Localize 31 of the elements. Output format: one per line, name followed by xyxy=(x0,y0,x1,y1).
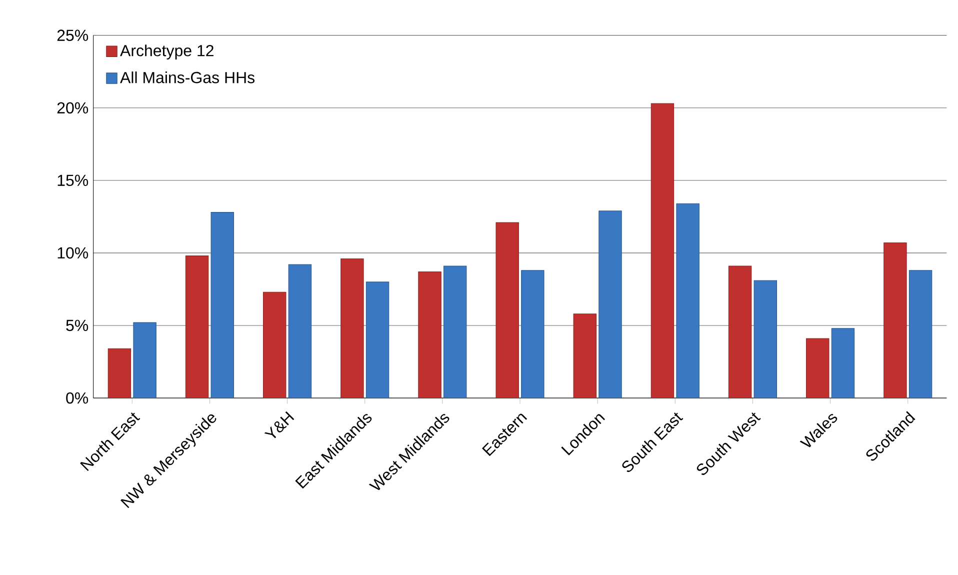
x-tick-label: Y&H xyxy=(264,411,294,438)
bar xyxy=(908,270,932,398)
bar xyxy=(754,280,777,398)
bar xyxy=(288,264,312,398)
y-tick-label: 5% xyxy=(66,320,88,332)
bar xyxy=(185,256,209,398)
y-tick-label: 15% xyxy=(58,174,88,186)
bar xyxy=(650,103,674,398)
legend-label: Archetype 12 xyxy=(120,44,214,60)
bar xyxy=(806,338,830,398)
y-tick-label: 10% xyxy=(58,247,88,259)
y-tick-label: 0% xyxy=(66,392,88,404)
bar xyxy=(598,210,622,398)
y-tick-label: 20% xyxy=(57,102,88,114)
legend-label: All Mains-Gas HHs xyxy=(120,71,255,84)
y-tick-label: 25% xyxy=(57,30,88,41)
bar xyxy=(521,270,544,398)
bar xyxy=(728,266,752,398)
bar xyxy=(340,258,364,398)
bar xyxy=(210,212,234,398)
bar xyxy=(831,328,855,398)
bar xyxy=(676,203,700,398)
bar xyxy=(496,222,519,398)
bar xyxy=(573,314,597,398)
bar xyxy=(133,322,156,398)
bar xyxy=(108,348,132,398)
bar xyxy=(366,282,390,398)
bar xyxy=(263,292,286,398)
bar xyxy=(443,266,467,398)
bar xyxy=(418,272,442,398)
bar xyxy=(884,242,907,398)
